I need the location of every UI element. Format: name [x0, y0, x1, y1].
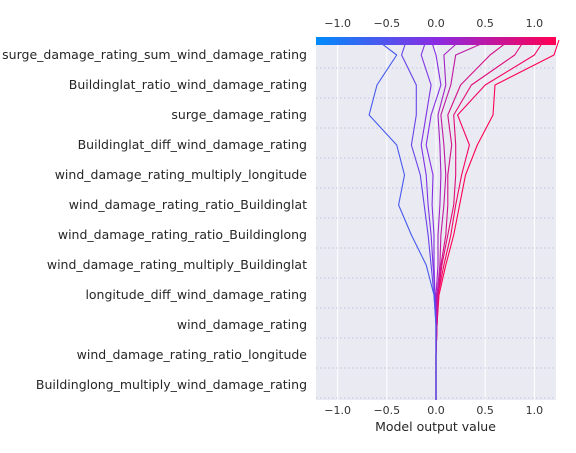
feature-label: wind_damage_rating — [177, 317, 307, 332]
feature-label: wind_damage_rating_ratio_Buildinglat — [69, 197, 307, 212]
feature-labels: surge_damage_rating_sum_wind_damage_rati… — [2, 47, 307, 392]
feature-label: wind_damage_rating_multiply_longitude — [55, 167, 308, 182]
feature-label: wind_damage_rating_multiply_Buildinglat — [47, 257, 307, 272]
feature-label: Buildinglong_multiply_wind_damage_rating — [36, 377, 307, 392]
bottom-tick-label: 0.5 — [476, 404, 494, 417]
bottom-tick-label: −1.0 — [324, 404, 351, 417]
feature-label: wind_damage_rating_ratio_longitude — [77, 347, 308, 362]
bottom-tick-label: 1.0 — [526, 404, 544, 417]
top-tick-label: 0.0 — [427, 17, 445, 30]
top-tick-label: 1.0 — [526, 17, 544, 30]
series-layer — [368, 39, 560, 400]
feature-label: surge_damage_rating_sum_wind_damage_rati… — [2, 47, 307, 62]
top-axis-ticks: −1.0 −0.5 0.0 0.5 1.0 — [324, 17, 543, 30]
feature-label: surge_damage_rating — [171, 107, 307, 122]
bottom-tick-label: 0.0 — [427, 404, 445, 417]
bottom-axis-ticks: −1.0 −0.5 0.0 0.5 1.0 — [324, 404, 543, 417]
feature-label: Buildinglat_diff_wind_damage_rating — [78, 137, 307, 152]
top-tick-label: −0.5 — [373, 17, 400, 30]
colorbar — [316, 37, 556, 45]
series-line-10 — [368, 39, 437, 400]
bottom-tick-label: −0.5 — [373, 404, 400, 417]
feature-label: Buildinglat_ratio_wind_damage_rating — [69, 77, 307, 92]
feature-label: wind_damage_rating_ratio_Buildinglong — [58, 227, 307, 242]
x-axis-title: Model output value — [375, 419, 496, 434]
top-tick-label: 0.5 — [476, 17, 494, 30]
feature-label: longitude_diff_wind_damage_rating — [85, 287, 307, 302]
top-tick-label: −1.0 — [324, 17, 351, 30]
